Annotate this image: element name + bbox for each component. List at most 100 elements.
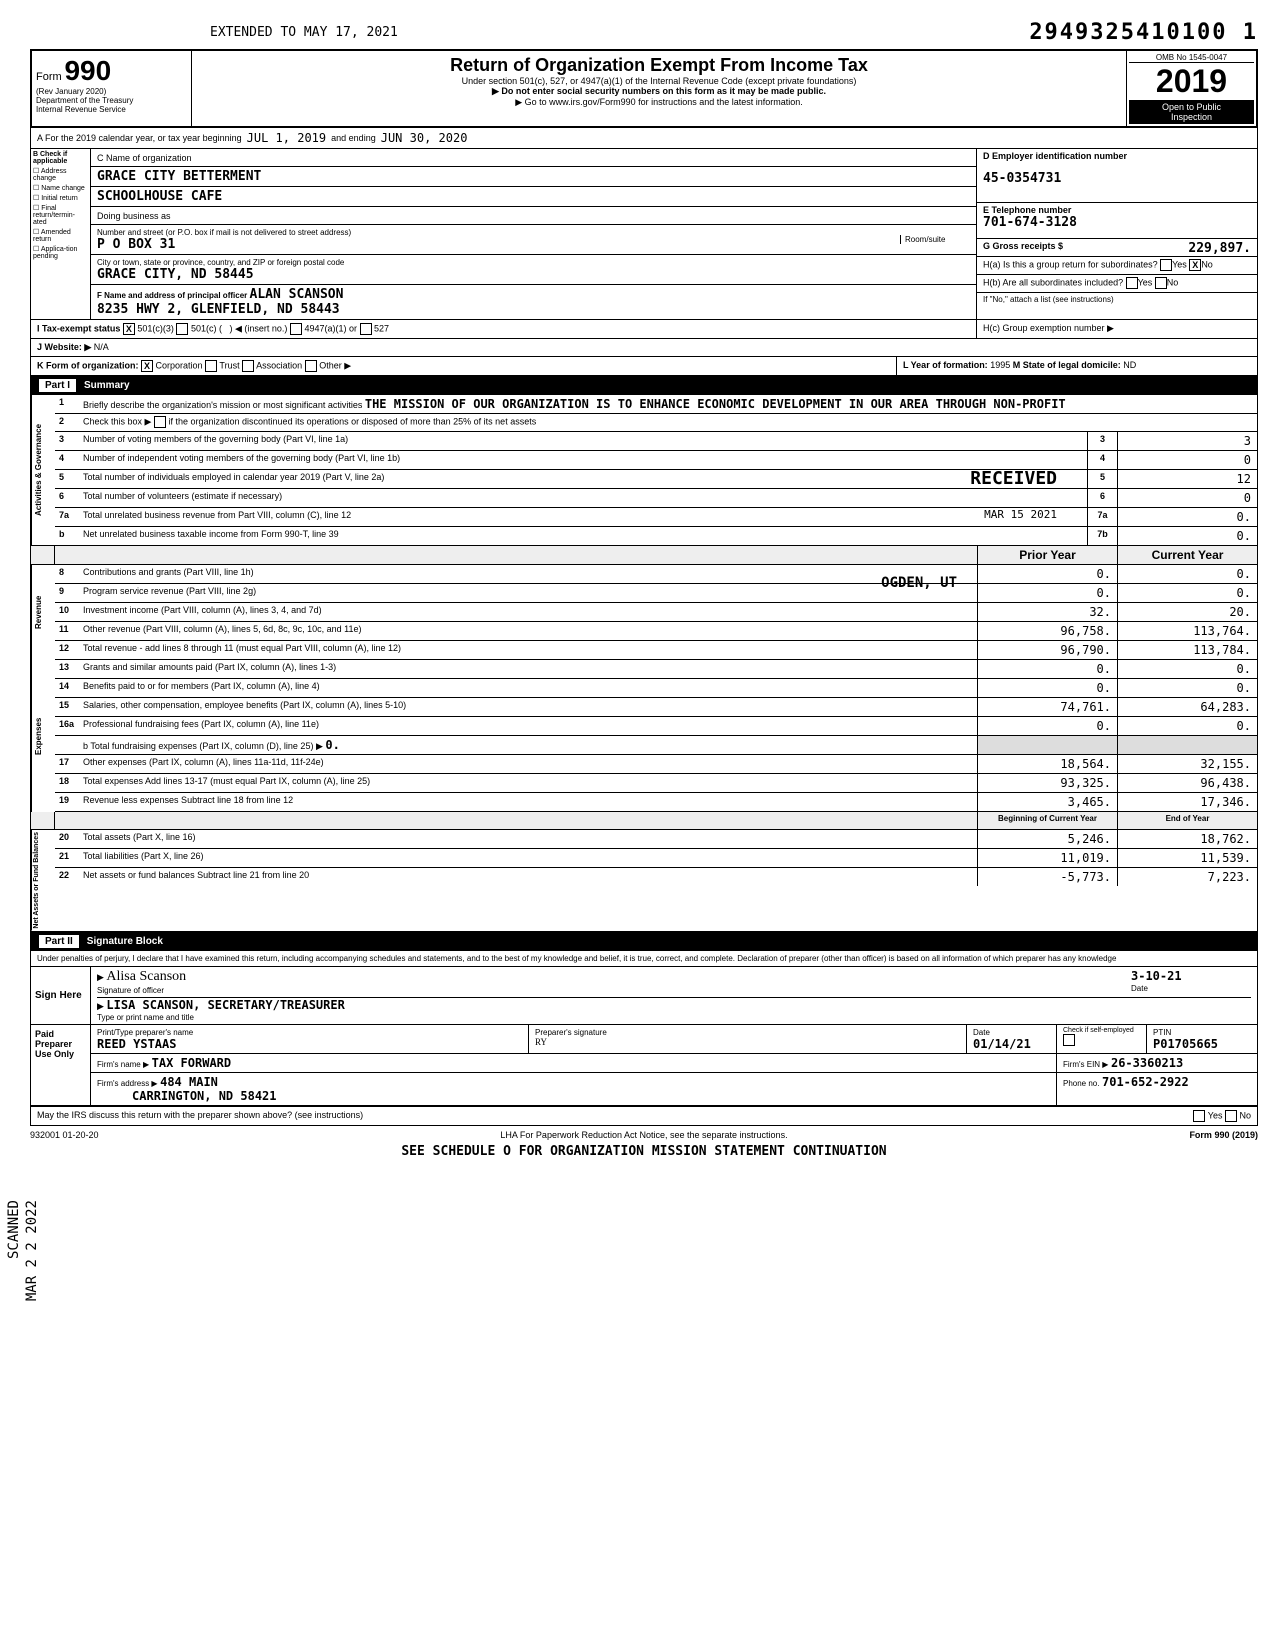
side-label-nab: Net Assets or Fund Balances	[31, 830, 55, 931]
line14-current: 0.	[1117, 679, 1257, 697]
checkbox-initial-return[interactable]: ☐ Initial return	[33, 194, 88, 202]
perjury-statement: Under penalties of perjury, I declare th…	[30, 951, 1258, 967]
preparer-date: 01/14/21	[973, 1037, 1031, 1051]
org-name-2: SCHOOLHOUSE CAFE	[97, 189, 222, 204]
open-public: Open to Public	[1162, 102, 1221, 112]
checkbox-name-change[interactable]: ☐ Name change	[33, 184, 88, 192]
self-employed-checkbox[interactable]	[1063, 1034, 1075, 1046]
website: N/A	[94, 342, 109, 352]
line15-prior: 74,761.	[977, 698, 1117, 716]
section-b-label: B Check if applicable	[33, 151, 88, 165]
officer-signature: Alisa Scanson	[106, 969, 186, 984]
line6-label: Total number of volunteers (estimate if …	[79, 489, 1087, 507]
line13-label: Grants and similar amounts paid (Part IX…	[79, 660, 977, 678]
line11-current: 113,764.	[1117, 622, 1257, 640]
discuss-yes-checkbox[interactable]	[1193, 1110, 1205, 1122]
line12-label: Total revenue - add lines 8 through 11 (…	[79, 641, 977, 659]
line17-prior: 18,564.	[977, 755, 1117, 773]
line4-label: Number of independent voting members of …	[79, 451, 1087, 469]
city-label: City or town, state or province, country…	[97, 258, 344, 267]
received-date: MAR 15 2021	[984, 508, 1057, 521]
ein: 45-0354731	[983, 171, 1061, 186]
k-trust-checkbox[interactable]	[205, 360, 217, 372]
line20-current: 18,762.	[1117, 830, 1257, 848]
line15-current: 64,283.	[1117, 698, 1257, 716]
section-l-label: L Year of formation:	[903, 360, 988, 370]
form-label: Form	[36, 71, 62, 83]
line14-prior: 0.	[977, 679, 1117, 697]
form-header: Form 990 (Rev January 2020) Department o…	[30, 49, 1258, 128]
line18-prior: 93,325.	[977, 774, 1117, 792]
officer-name-title: LISA SCANSON, SECRETARY/TREASURER	[106, 998, 344, 1012]
line19-label: Revenue less expenses Subtract line 18 f…	[79, 793, 977, 811]
line13-prior: 0.	[977, 660, 1117, 678]
form-number: 990	[64, 55, 111, 86]
instructions-link: ▶ Go to www.irs.gov/Form990 for instruct…	[200, 97, 1118, 108]
org-name-1: GRACE CITY BETTERMENT	[97, 169, 261, 184]
section-g-label: G Gross receipts $	[983, 241, 1063, 251]
line5-label: Total number of individuals employed in …	[79, 470, 1087, 488]
preparer-name: REED YSTAAS	[97, 1037, 176, 1051]
line22-current: 7,223.	[1117, 868, 1257, 886]
extended-date: EXTENDED TO MAY 17, 2021	[210, 25, 398, 40]
line2-label: Check this box ▶	[83, 416, 151, 426]
side-label-revenue: Revenue	[31, 565, 55, 660]
ha-no-checkbox[interactable]: X	[1189, 259, 1201, 271]
i-501c3-checkbox[interactable]: X	[123, 323, 135, 335]
line16a-prior: 0.	[977, 717, 1117, 735]
line1-mission: THE MISSION OF OUR ORGANIZATION IS TO EN…	[365, 397, 1066, 411]
ha-yes-checkbox[interactable]	[1160, 259, 1172, 271]
omb-number: OMB No 1545-0047	[1129, 53, 1254, 63]
section-e-label: E Telephone number	[983, 205, 1071, 215]
state-domicile: ND	[1123, 360, 1136, 370]
line1-label: Briefly describe the organization's miss…	[83, 400, 362, 410]
tax-year-end: JUN 30, 2020	[381, 131, 468, 145]
k-corp-checkbox[interactable]: X	[141, 360, 153, 372]
line14-label: Benefits paid to or for members (Part IX…	[79, 679, 977, 697]
paid-preparer-label: Paid Preparer Use Only	[31, 1025, 91, 1105]
tax-year: 2019	[1129, 63, 1254, 100]
line7a-val: 0.	[1117, 508, 1257, 526]
line2-checkbox[interactable]	[154, 416, 166, 428]
section-i-label: I Tax-exempt status	[37, 323, 120, 333]
part1-label: Part I	[39, 379, 76, 392]
line16a-current: 0.	[1117, 717, 1257, 735]
checkbox-amended[interactable]: ☐ Amended return	[33, 228, 88, 243]
line4-val: 0	[1117, 451, 1257, 469]
line7a-label: Total unrelated business revenue from Pa…	[79, 508, 1087, 526]
line10-label: Investment income (Part VIII, column (A)…	[79, 603, 977, 621]
i-501c-checkbox[interactable]	[176, 323, 188, 335]
officer-name: ALAN SCANSON	[250, 287, 344, 302]
k-other-checkbox[interactable]	[305, 360, 317, 372]
scanned-stamp: SCANNED	[6, 1200, 22, 1259]
side-label-expenses: Expenses	[31, 660, 55, 812]
hb-no-checkbox[interactable]	[1155, 277, 1167, 289]
footer-code: 932001 01-20-20	[30, 1130, 99, 1140]
k-assoc-checkbox[interactable]	[242, 360, 254, 372]
street-label: Number and street (or P.O. box if mail i…	[97, 228, 351, 237]
city-state-zip: GRACE CITY, ND 58445	[97, 267, 254, 282]
i-4947-checkbox[interactable]	[290, 323, 302, 335]
part2-label: Part II	[39, 935, 79, 948]
firm-phone: 701-652-2922	[1102, 1075, 1189, 1089]
scan-date-stamp: MAR 2 2 2022	[24, 1200, 40, 1301]
schedule-o-note: SEE SCHEDULE O FOR ORGANIZATION MISSION …	[30, 1144, 1258, 1159]
checkbox-address-change[interactable]: ☐ Address change	[33, 167, 88, 182]
checkbox-application-pending[interactable]: ☐ Applica-tion pending	[33, 245, 88, 260]
i-527-checkbox[interactable]	[360, 323, 372, 335]
line3-val: 3	[1117, 432, 1257, 450]
part2-title: Signature Block	[87, 936, 163, 947]
sig-officer-label: Signature of officer	[97, 986, 164, 995]
line20-prior: 5,246.	[977, 830, 1117, 848]
line8-current: 0.	[1117, 565, 1257, 583]
street-address: P O BOX 31	[97, 237, 175, 252]
firm-addr-label: Firm's address ▶	[97, 1079, 158, 1088]
sig-name-label: Type or print name and title	[97, 1013, 194, 1022]
boy-header: Beginning of Current Year	[977, 812, 1117, 829]
line17-current: 32,155.	[1117, 755, 1257, 773]
section-j-label: J Website: ▶	[37, 342, 91, 352]
form-revision: (Rev January 2020)	[36, 87, 187, 96]
discuss-no-checkbox[interactable]	[1225, 1110, 1237, 1122]
checkbox-final-return[interactable]: ☐ Final return/termin-ated	[33, 204, 88, 226]
hb-yes-checkbox[interactable]	[1126, 277, 1138, 289]
